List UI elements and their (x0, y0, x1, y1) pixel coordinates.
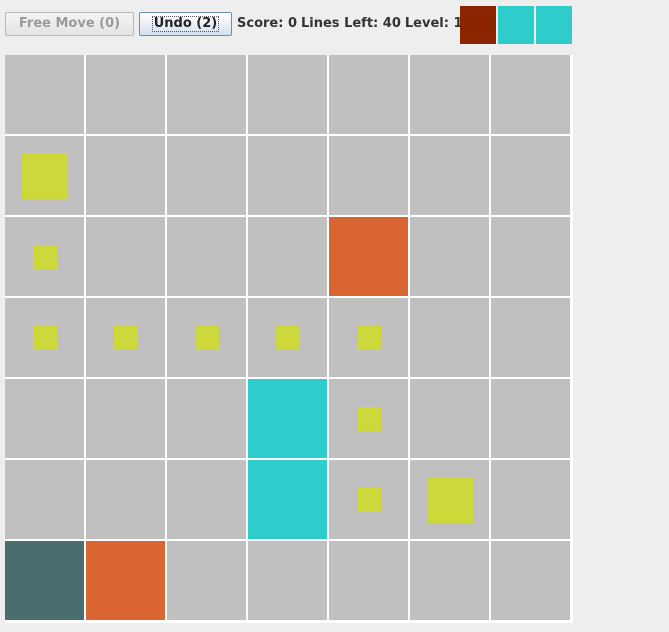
yellow-small-piece[interactable] (195, 326, 219, 350)
board-cell[interactable] (5, 460, 84, 539)
yellow-medium-piece[interactable] (427, 477, 473, 523)
next-piece-cyan (498, 6, 534, 44)
board-cell[interactable] (167, 541, 246, 620)
board-cell[interactable] (410, 55, 489, 134)
cyan-big-piece[interactable] (248, 460, 327, 539)
board-cell[interactable] (167, 136, 246, 215)
board-cell[interactable] (329, 298, 408, 377)
board-cell[interactable] (86, 460, 165, 539)
board-cell[interactable] (491, 460, 570, 539)
board-cell[interactable] (491, 379, 570, 458)
board-cell[interactable] (410, 541, 489, 620)
orange-big-piece[interactable] (329, 217, 408, 296)
board-cell[interactable] (248, 55, 327, 134)
score-label: Score: 0 (237, 16, 297, 31)
board-cell[interactable] (410, 298, 489, 377)
free-move-button[interactable]: Free Move (0) (5, 12, 134, 36)
board-cell[interactable] (86, 55, 165, 134)
board-cell[interactable] (491, 298, 570, 377)
slate-big-piece[interactable] (5, 541, 84, 620)
board-cell[interactable] (410, 379, 489, 458)
yellow-small-piece[interactable] (33, 326, 57, 350)
board-cell[interactable] (86, 541, 165, 620)
board-cell[interactable] (5, 217, 84, 296)
board-cell[interactable] (329, 217, 408, 296)
yellow-small-piece[interactable] (357, 407, 381, 431)
status-bar: Score: 0 Lines Left: 40 Level: 1 (237, 15, 467, 33)
undo-button[interactable]: Undo (2) (139, 12, 232, 36)
board-cell[interactable] (86, 217, 165, 296)
game-board (5, 55, 573, 623)
board-cell[interactable] (167, 55, 246, 134)
board-cell[interactable] (167, 217, 246, 296)
board-cell[interactable] (86, 136, 165, 215)
yellow-small-piece[interactable] (276, 326, 300, 350)
board-cell[interactable] (491, 541, 570, 620)
yellow-small-piece[interactable] (114, 326, 138, 350)
level-label: Level: 1 (404, 16, 463, 31)
board-cell[interactable] (491, 136, 570, 215)
cyan-big-piece[interactable] (248, 379, 327, 458)
board-cell[interactable] (167, 298, 246, 377)
board-cell[interactable] (248, 136, 327, 215)
board-cell[interactable] (167, 460, 246, 539)
board-cell[interactable] (329, 541, 408, 620)
board-cell[interactable] (329, 460, 408, 539)
board-cell[interactable] (248, 379, 327, 458)
board-cell[interactable] (491, 217, 570, 296)
undo-button-label: Undo (2) (151, 16, 220, 32)
board-cell[interactable] (86, 298, 165, 377)
next-piece-cyan (536, 6, 572, 44)
board-cell[interactable] (410, 136, 489, 215)
next-pieces-preview (460, 6, 574, 44)
board-cell[interactable] (5, 136, 84, 215)
board-cell[interactable] (248, 541, 327, 620)
board-cell[interactable] (491, 55, 570, 134)
board-cell[interactable] (248, 298, 327, 377)
board-cell[interactable] (410, 217, 489, 296)
yellow-small-piece[interactable] (357, 326, 381, 350)
board-cell[interactable] (248, 217, 327, 296)
yellow-small-piece[interactable] (357, 488, 381, 512)
board-cell[interactable] (5, 541, 84, 620)
lines-left-label: Lines Left: 40 (301, 16, 401, 31)
board-cell[interactable] (410, 460, 489, 539)
board-cell[interactable] (86, 379, 165, 458)
board-cell[interactable] (5, 379, 84, 458)
board-cell[interactable] (5, 298, 84, 377)
board-cell[interactable] (167, 379, 246, 458)
board-cell[interactable] (248, 460, 327, 539)
toolbar: Free Move (0) Undo (2) Score: 0 Lines Lef… (0, 0, 669, 50)
board-cell[interactable] (5, 55, 84, 134)
orange-big-piece[interactable] (86, 541, 165, 620)
board-cell[interactable] (329, 379, 408, 458)
next-piece-maroon (460, 6, 496, 44)
yellow-medium-piece[interactable] (22, 153, 68, 199)
board-cell[interactable] (329, 136, 408, 215)
board-cell[interactable] (329, 55, 408, 134)
yellow-small-piece[interactable] (33, 245, 57, 269)
